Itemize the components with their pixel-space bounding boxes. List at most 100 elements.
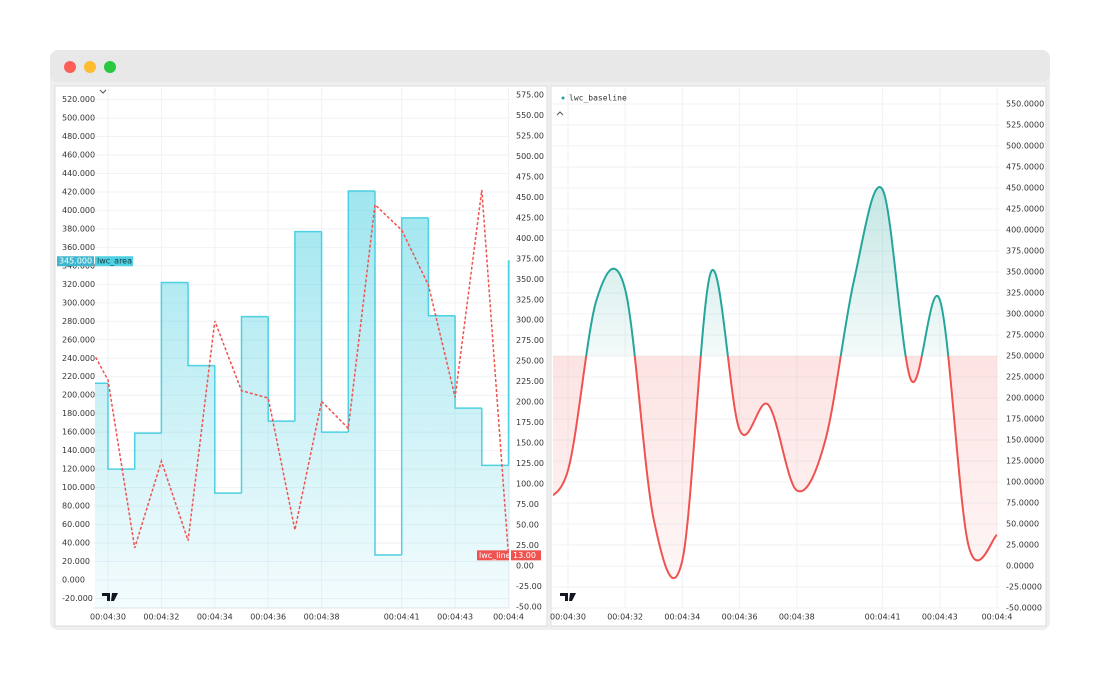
y-tick-label: 150.0000: [1006, 435, 1044, 444]
x-tick-label: 00:04:30: [550, 613, 586, 622]
y-tick-label: 550.00: [516, 111, 544, 120]
plot: [553, 186, 998, 580]
y-tick-label: 225.00: [516, 377, 544, 386]
area-step-fill: [481, 465, 509, 608]
y-tick-label: 75.00: [516, 500, 539, 509]
x-tick-label: 00:04:38: [779, 613, 815, 622]
y-tick-label: 325.0000: [1006, 288, 1044, 297]
y-tick-label: 125.00: [516, 459, 544, 468]
y-tick-label: 400.0000: [1006, 225, 1044, 234]
area-step-fill: [134, 433, 162, 608]
y-tick-label: 280.000: [62, 317, 95, 326]
area-step-fill: [108, 469, 135, 608]
y-tick-label: 160.000: [62, 428, 95, 437]
price-tag-text: lwc_area: [97, 257, 132, 266]
area-step-line: [160, 281, 189, 434]
area-step-line: [454, 315, 482, 409]
y-tick-label: 275.0000: [1006, 330, 1044, 339]
area-step-fill: [348, 191, 375, 608]
y-tick-label: 175.0000: [1006, 414, 1044, 423]
area-step-line: [374, 191, 402, 556]
y-tick-label: 140.000: [62, 446, 95, 455]
y-tick-label: 375.0000: [1006, 246, 1044, 255]
y-tick-label: 150.00: [516, 439, 544, 448]
y-tick-label: 320.000: [62, 280, 95, 289]
y-tick-label: 375.00: [516, 254, 544, 263]
area-step-line: [187, 282, 215, 367]
y-tick-label: 40.000: [62, 539, 90, 548]
price-tag-text: lwc_line: [479, 551, 511, 560]
x-tick-label: 00:04:32: [607, 613, 643, 622]
tv-logo: [560, 593, 576, 601]
y-tick-label: 575.00: [516, 90, 544, 99]
y-tick-label: 250.00: [516, 357, 544, 366]
y-tick-label: 450.00: [516, 193, 544, 202]
y-tick-label: -25.0000: [1006, 582, 1042, 591]
maximize-button[interactable]: [104, 61, 116, 73]
y-tick-label: 200.000: [62, 391, 95, 400]
y-tick-label: -50.0000: [1006, 604, 1042, 613]
area-step-fill: [268, 421, 295, 608]
area-step-fill: [375, 555, 402, 608]
area-step-line: [320, 231, 349, 433]
y-tick-label: 475.0000: [1006, 162, 1044, 171]
y-tick-label: 460.000: [62, 150, 95, 159]
x-tick-label: 00:04:34: [197, 613, 233, 622]
area-step-fill: [321, 432, 349, 608]
x-tick-label: 00:04:43: [922, 613, 958, 622]
minimize-button[interactable]: [84, 61, 96, 73]
area-step-fill: [161, 282, 189, 608]
baseline-line-below: [553, 356, 998, 580]
y-tick-label: 25.00: [516, 541, 539, 550]
y-tick-label: 425.00: [516, 213, 544, 222]
y-tick-label: 50.0000: [1006, 519, 1039, 528]
area-step-line: [507, 260, 510, 466]
y-tick-label: 200.0000: [1006, 393, 1044, 402]
y-tick-label: 400.000: [62, 206, 95, 215]
y-tick-label: -25.00: [516, 582, 542, 591]
x-tick-label: 00:04:32: [143, 613, 179, 622]
y-tick-label: 250.0000: [1006, 351, 1044, 360]
x-tick-label: 00:04:4: [982, 613, 1013, 622]
y-tick-label: 480.000: [62, 132, 95, 141]
y-tick-label: 220.000: [62, 372, 95, 381]
area-step-line: [240, 315, 269, 494]
y-tick-label: 180.000: [62, 409, 95, 418]
y-tick-label: 425.0000: [1006, 204, 1044, 213]
tv-logo: [102, 593, 118, 601]
y-tick-label: 0.0000: [1006, 561, 1034, 570]
price-tag-text: 345.000: [59, 257, 92, 266]
area-step-fill: [401, 217, 429, 608]
area-step-line: [267, 316, 295, 422]
legend-label: lwc_baseline: [569, 94, 627, 103]
y-tick-label: 200.00: [516, 398, 544, 407]
area-step-line: [107, 383, 135, 470]
x-tick-label: 00:04:34: [664, 613, 700, 622]
y-tick-label: 520.000: [62, 95, 95, 104]
y-tick-label: 400.00: [516, 234, 544, 243]
close-button[interactable]: [64, 61, 76, 73]
x-tick-label: 00:04:30: [90, 613, 126, 622]
x-tick-label: 00:04:36: [250, 613, 286, 622]
y-tick-label: 300.0000: [1006, 309, 1044, 318]
area-step-line: [481, 408, 509, 467]
collapse-chevron[interactable]: [99, 89, 107, 94]
area-step-line: [133, 432, 162, 470]
area-step-fill: [214, 493, 242, 608]
area-step-fill: [95, 383, 108, 608]
area-step-fill: [428, 315, 456, 608]
y-tick-label: 175.00: [516, 418, 544, 427]
expand-chevron[interactable]: [556, 111, 564, 116]
area-step-fill: [455, 408, 482, 608]
y-tick-label: 125.0000: [1006, 456, 1044, 465]
y-tick-label: 350.0000: [1006, 267, 1044, 276]
area-step-fill: [188, 365, 215, 608]
y-tick-label: 20.000: [62, 557, 90, 566]
area-step-line: [294, 230, 322, 422]
y-tick-label: 525.00: [516, 131, 544, 140]
y-tick-label: 100.000: [62, 483, 95, 492]
y-tick-label: 500.00: [516, 152, 544, 161]
y-tick-label: 300.00: [516, 316, 544, 325]
y-tick-label: 500.0000: [1006, 141, 1044, 150]
area-step-line: [347, 190, 375, 433]
